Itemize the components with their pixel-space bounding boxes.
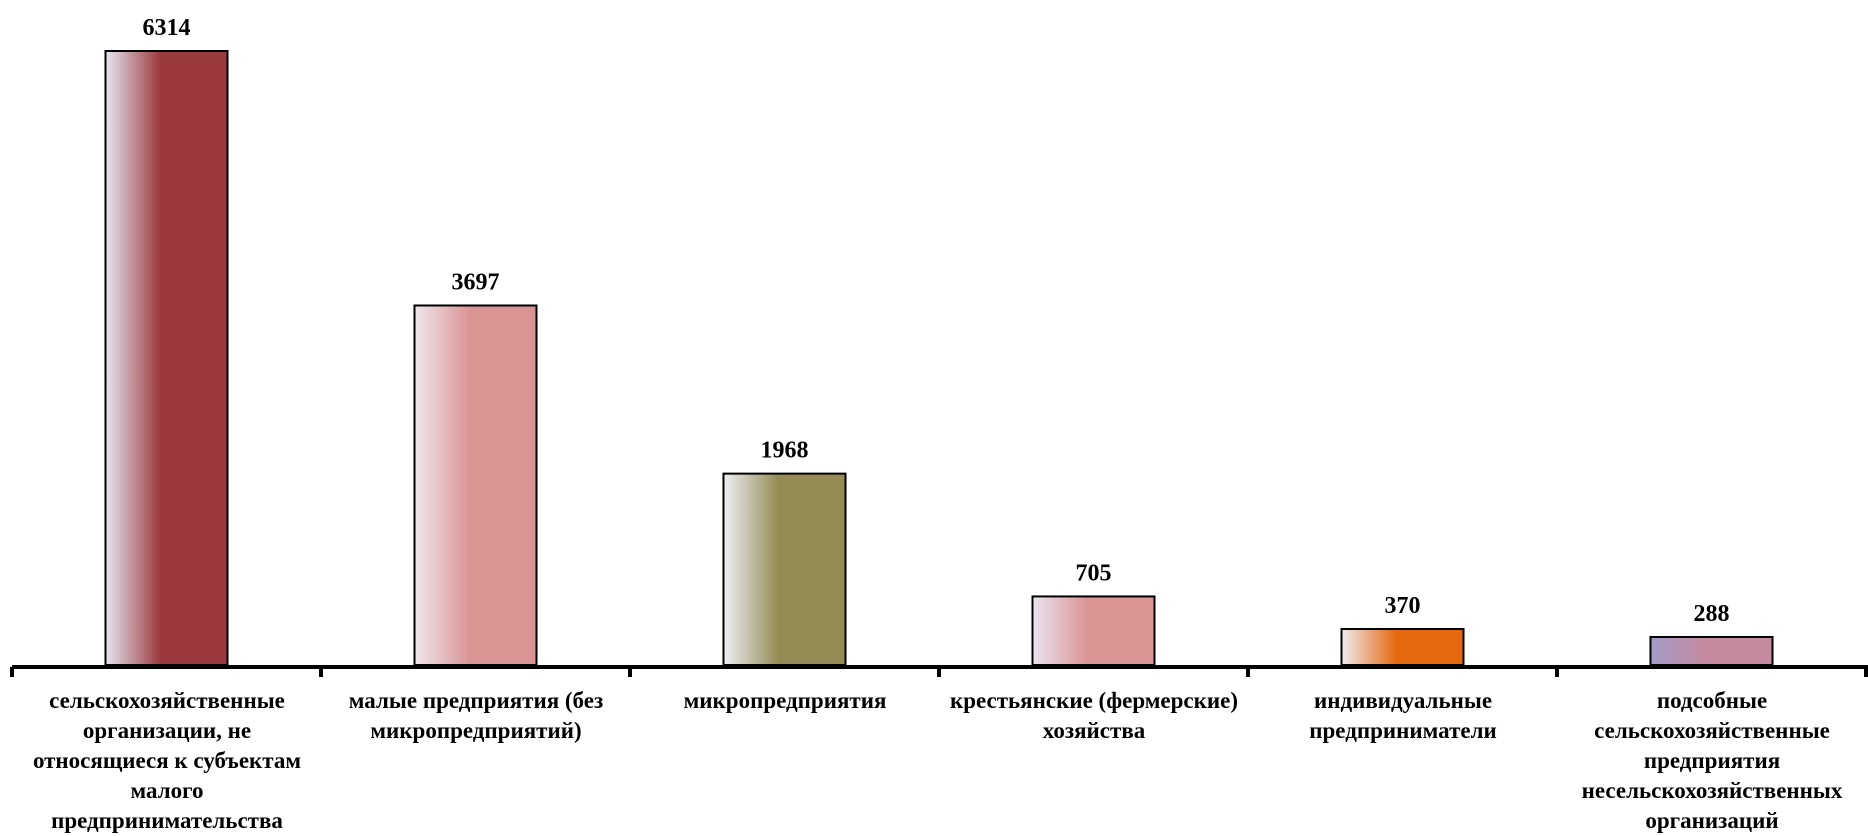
bar (413, 304, 538, 666)
bars-group (104, 50, 1774, 667)
bar (1031, 595, 1156, 666)
category-label: подсобные сельскохозяйственные предприят… (1581, 688, 1843, 833)
data-label: 370 (1385, 593, 1421, 619)
category-label: крестьянские (фермерские) хозяйства (949, 688, 1239, 743)
category-label: микропредприятия (683, 688, 887, 713)
data-label: 288 (1694, 601, 1730, 627)
category-label: сельскохозяйственные организации, не отн… (32, 688, 302, 833)
category-label: индивидуальные предприниматели (1309, 688, 1497, 743)
data-label: 1968 (761, 438, 809, 464)
data-label: 705 (1076, 560, 1112, 586)
category-label: малые предприятия (без микропредприятий) (348, 688, 604, 743)
data-label: 6314 (143, 15, 191, 41)
bar (1649, 635, 1774, 666)
value-labels-group: 6314 3697 1968 705 370 288 (143, 15, 1730, 627)
bar (722, 472, 847, 666)
data-label: 3697 (452, 269, 500, 295)
bar (1340, 628, 1465, 667)
x-axis-ticks (10, 667, 1868, 677)
bar (104, 50, 229, 666)
